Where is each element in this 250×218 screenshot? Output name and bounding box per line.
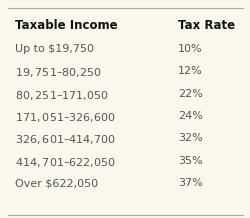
Text: Over $622,050: Over $622,050: [15, 178, 98, 188]
Text: $80,251–$171,050: $80,251–$171,050: [15, 89, 108, 102]
Text: 35%: 35%: [178, 156, 202, 166]
Text: 37%: 37%: [178, 178, 202, 188]
Text: 10%: 10%: [178, 44, 202, 54]
Text: $326,601–$414,700: $326,601–$414,700: [15, 133, 116, 146]
Text: Up to $19,750: Up to $19,750: [15, 44, 94, 54]
Text: 24%: 24%: [178, 111, 202, 121]
Text: $171,051–$326,600: $171,051–$326,600: [15, 111, 116, 124]
Text: 12%: 12%: [178, 66, 202, 76]
Text: Taxable Income: Taxable Income: [15, 19, 117, 32]
Text: 22%: 22%: [178, 89, 202, 99]
Text: 32%: 32%: [178, 133, 202, 143]
Text: $19,751–$80,250: $19,751–$80,250: [15, 66, 102, 79]
Text: Tax Rate: Tax Rate: [178, 19, 234, 32]
Text: $414,701–$622,050: $414,701–$622,050: [15, 156, 116, 169]
